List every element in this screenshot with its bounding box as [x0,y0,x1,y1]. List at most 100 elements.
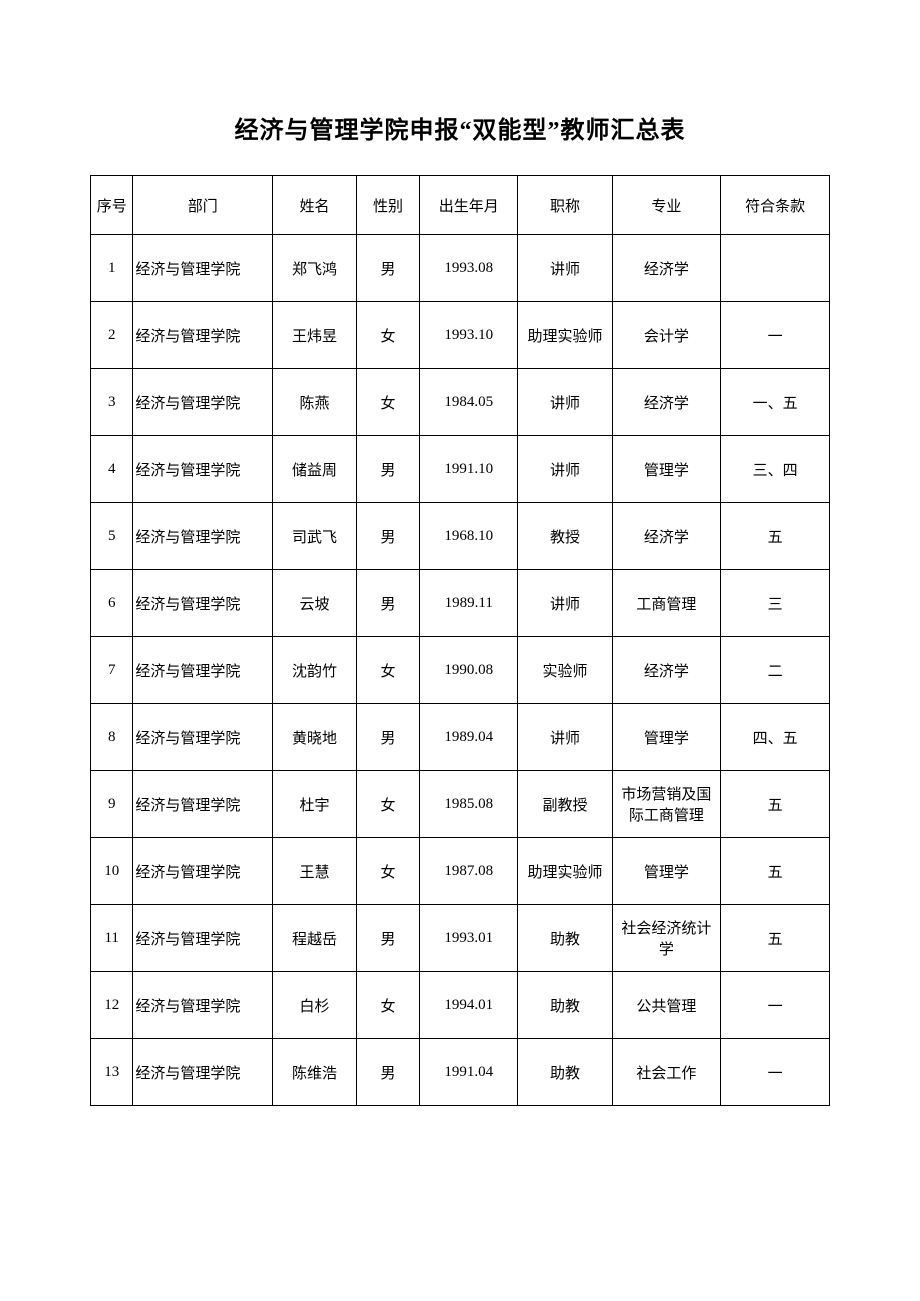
cell-seq: 8 [91,704,133,771]
cell-cond: 二 [721,637,830,704]
cell-seq: 5 [91,503,133,570]
cell-title: 讲师 [518,436,612,503]
cell-major: 管理学 [612,704,721,771]
cell-cond: 五 [721,838,830,905]
cell-title: 助教 [518,972,612,1039]
cell-gender: 女 [356,771,419,838]
document-title: 经济与管理学院申报“双能型”教师汇总表 [90,110,830,145]
cell-major: 经济学 [612,637,721,704]
cell-cond: 五 [721,771,830,838]
cell-seq: 7 [91,637,133,704]
cell-dept: 经济与管理学院 [133,369,273,436]
cell-gender: 男 [356,704,419,771]
cell-gender: 男 [356,905,419,972]
cell-dept: 经济与管理学院 [133,570,273,637]
cell-cond: 三、四 [721,436,830,503]
cell-seq: 9 [91,771,133,838]
cell-dept: 经济与管理学院 [133,838,273,905]
cell-gender: 男 [356,503,419,570]
cell-name: 王炜昱 [273,302,357,369]
cell-cond: 一、五 [721,369,830,436]
col-header-birth: 出生年月 [420,176,518,235]
cell-gender: 女 [356,972,419,1039]
col-header-dept: 部门 [133,176,273,235]
table-row: 12经济与管理学院白杉女1994.01助教公共管理一 [91,972,830,1039]
cell-title: 讲师 [518,704,612,771]
table-row: 10经济与管理学院王慧女1987.08助理实验师管理学五 [91,838,830,905]
cell-title: 讲师 [518,570,612,637]
cell-name: 储益周 [273,436,357,503]
cell-major: 社会工作 [612,1039,721,1106]
cell-dept: 经济与管理学院 [133,704,273,771]
cell-name: 沈韵竹 [273,637,357,704]
cell-title: 讲师 [518,369,612,436]
cell-title: 教授 [518,503,612,570]
cell-major: 工商管理 [612,570,721,637]
table-row: 9经济与管理学院杜宇女1985.08副教授市场营销及国际工商管理五 [91,771,830,838]
cell-dept: 经济与管理学院 [133,436,273,503]
col-header-gender: 性别 [356,176,419,235]
cell-major: 管理学 [612,436,721,503]
cell-birth: 1994.01 [420,972,518,1039]
cell-major: 会计学 [612,302,721,369]
cell-major: 公共管理 [612,972,721,1039]
col-header-major: 专业 [612,176,721,235]
cell-birth: 1989.11 [420,570,518,637]
cell-gender: 女 [356,637,419,704]
cell-seq: 4 [91,436,133,503]
table-row: 6经济与管理学院云坡男1989.11讲师工商管理三 [91,570,830,637]
cell-dept: 经济与管理学院 [133,235,273,302]
col-header-title: 职称 [518,176,612,235]
cell-name: 云坡 [273,570,357,637]
cell-name: 程越岳 [273,905,357,972]
cell-major: 管理学 [612,838,721,905]
cell-name: 司武飞 [273,503,357,570]
table-row: 4经济与管理学院储益周男1991.10讲师管理学三、四 [91,436,830,503]
cell-birth: 1993.01 [420,905,518,972]
cell-gender: 男 [356,235,419,302]
table-row: 13经济与管理学院陈维浩男1991.04助教社会工作一 [91,1039,830,1106]
cell-title: 助教 [518,905,612,972]
table-row: 2经济与管理学院王炜昱女1993.10助理实验师会计学一 [91,302,830,369]
cell-gender: 女 [356,302,419,369]
cell-birth: 1991.04 [420,1039,518,1106]
table-row: 7经济与管理学院沈韵竹女1990.08实验师经济学二 [91,637,830,704]
cell-title: 助教 [518,1039,612,1106]
cell-dept: 经济与管理学院 [133,1039,273,1106]
cell-name: 白杉 [273,972,357,1039]
table-row: 3经济与管理学院陈燕女1984.05讲师经济学一、五 [91,369,830,436]
cell-title: 讲师 [518,235,612,302]
table-body: 1经济与管理学院郑飞鸿男1993.08讲师经济学2经济与管理学院王炜昱女1993… [91,235,830,1106]
cell-seq: 10 [91,838,133,905]
cell-major: 市场营销及国际工商管理 [612,771,721,838]
cell-name: 郑飞鸿 [273,235,357,302]
cell-name: 陈燕 [273,369,357,436]
teacher-table: 序号 部门 姓名 性别 出生年月 职称 专业 符合条款 1经济与管理学院郑飞鸿男… [90,175,830,1106]
cell-birth: 1987.08 [420,838,518,905]
cell-seq: 1 [91,235,133,302]
cell-seq: 2 [91,302,133,369]
col-header-cond: 符合条款 [721,176,830,235]
cell-birth: 1990.08 [420,637,518,704]
cell-name: 杜宇 [273,771,357,838]
table-header-row: 序号 部门 姓名 性别 出生年月 职称 专业 符合条款 [91,176,830,235]
cell-gender: 女 [356,838,419,905]
cell-dept: 经济与管理学院 [133,972,273,1039]
cell-dept: 经济与管理学院 [133,302,273,369]
cell-major: 经济学 [612,503,721,570]
cell-gender: 男 [356,570,419,637]
cell-birth: 1985.08 [420,771,518,838]
cell-birth: 1989.04 [420,704,518,771]
cell-cond: 一 [721,972,830,1039]
col-header-seq: 序号 [91,176,133,235]
cell-name: 王慧 [273,838,357,905]
cell-title: 助理实验师 [518,838,612,905]
cell-birth: 1968.10 [420,503,518,570]
table-row: 5经济与管理学院司武飞男1968.10教授经济学五 [91,503,830,570]
cell-birth: 1991.10 [420,436,518,503]
cell-gender: 男 [356,436,419,503]
cell-cond: 五 [721,905,830,972]
cell-seq: 11 [91,905,133,972]
cell-birth: 1993.10 [420,302,518,369]
cell-major: 经济学 [612,369,721,436]
